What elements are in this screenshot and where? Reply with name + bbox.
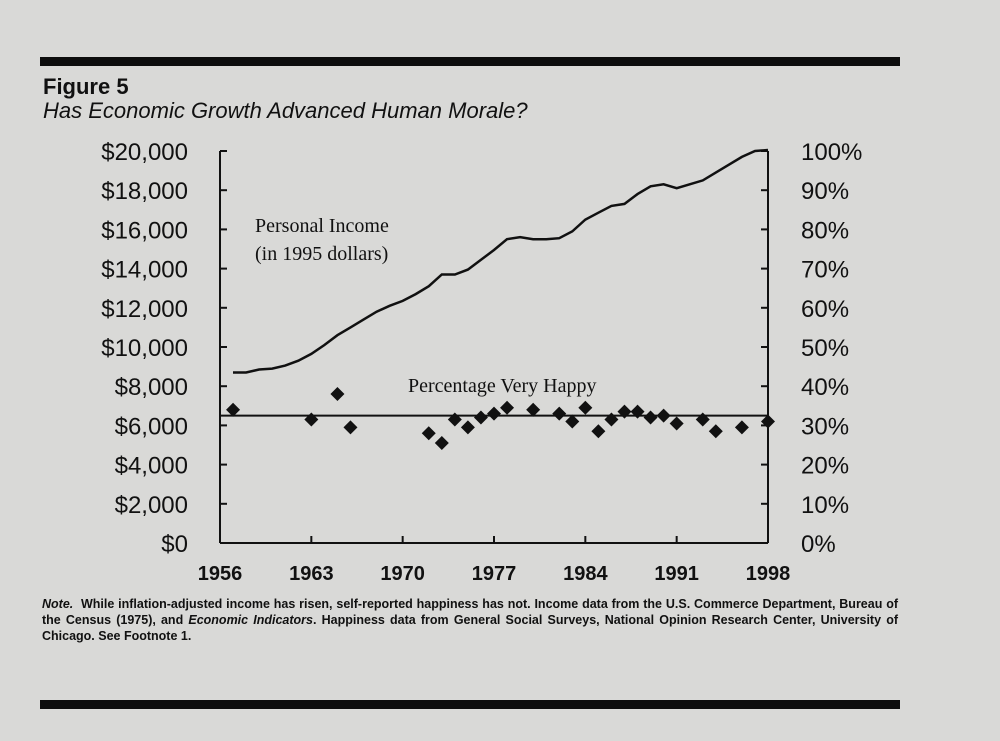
top-rule [40,57,900,66]
left-tick-label: $0 [161,531,188,558]
left-tick-label: $16,000 [101,217,188,244]
figure-title: Has Economic Growth Advanced Human Moral… [43,98,528,123]
happy-point [343,420,358,435]
happy-point [304,412,319,427]
right-tick-label: 30% [801,413,849,440]
happy-point [604,412,619,427]
x-tick-label: 1984 [563,563,608,585]
x-axis-ticks: 1956 1963 1970 1977 1984 1991 1998 [198,536,791,585]
happy-point [630,404,645,419]
note-italic: Economic Indicators [188,613,314,627]
happy-point [226,402,241,417]
happy-point [643,410,658,425]
happy-point [591,424,606,439]
left-tick-label: $12,000 [101,296,188,323]
happy-point [460,420,475,435]
x-tick-label: 1991 [654,563,699,585]
x-tick-label: 1998 [746,563,791,585]
left-tick-label: $18,000 [101,178,188,205]
right-tick-label: 20% [801,453,849,480]
happy-point [708,424,723,439]
left-tick-label: $10,000 [101,335,188,362]
happy-point [434,436,449,451]
x-tick-label: 1970 [380,563,425,585]
right-tick-label: 90% [801,178,849,205]
happy-point [526,402,541,417]
personal-income-line [233,148,769,374]
income-series-label-line2: (in 1995 dollars) [255,243,388,265]
left-tick-label: $2,000 [115,492,188,519]
income-series-label-line1: Personal Income [255,215,389,237]
right-tick-label: 100% [801,139,862,166]
right-tick-label: 70% [801,257,849,284]
left-tick-label: $14,000 [101,257,188,284]
happy-point [552,406,567,421]
right-tick-label: 80% [801,217,849,244]
x-tick-label: 1977 [472,563,517,585]
bottom-rule [40,700,900,709]
figure-label: Figure 5 [43,74,129,99]
left-tick-label: $8,000 [115,374,188,401]
right-tick-label: 50% [801,335,849,362]
happy-point [500,400,515,415]
left-tick-label: $6,000 [115,413,188,440]
happy-point [473,410,488,425]
left-tick-label: $20,000 [101,139,188,166]
x-tick-label: 1956 [198,563,243,585]
left-axis-ticks: $0 $2,000 $4,000 $6,000 $8,000 $10,000 $12,000… [101,139,227,558]
right-axis-ticks: 0% 10% 20% 30% 40% 50% 60% 70% 80% 90% 100% [761,139,862,558]
happy-point [669,416,684,431]
note-text-2: . Happiness data from General Social Sur… [42,613,899,643]
happy-series-label: Percentage Very Happy [408,375,596,397]
happiness-points [226,387,775,451]
happy-point [447,412,462,427]
right-tick-label: 40% [801,374,849,401]
note-lead: Note. [42,597,74,611]
happy-point [617,404,632,419]
happy-point [487,406,501,421]
happy-point [565,414,580,429]
happy-point [421,426,436,441]
note-text-1: While inflation-adjusted income has rise… [42,597,898,627]
right-tick-label: 10% [801,492,849,519]
plot-frame [219,151,769,544]
right-tick-label: 60% [801,296,849,323]
happy-point [656,408,671,423]
happy-point [734,420,749,435]
x-tick-label: 1963 [289,563,334,585]
happy-point [761,414,775,429]
right-tick-label: 0% [801,531,836,558]
happy-point [330,387,345,402]
happy-point [695,412,710,427]
happy-point [578,400,593,415]
left-tick-label: $4,000 [115,453,188,480]
figure-note: Note. While inflation-adjusted income ha… [42,596,898,644]
